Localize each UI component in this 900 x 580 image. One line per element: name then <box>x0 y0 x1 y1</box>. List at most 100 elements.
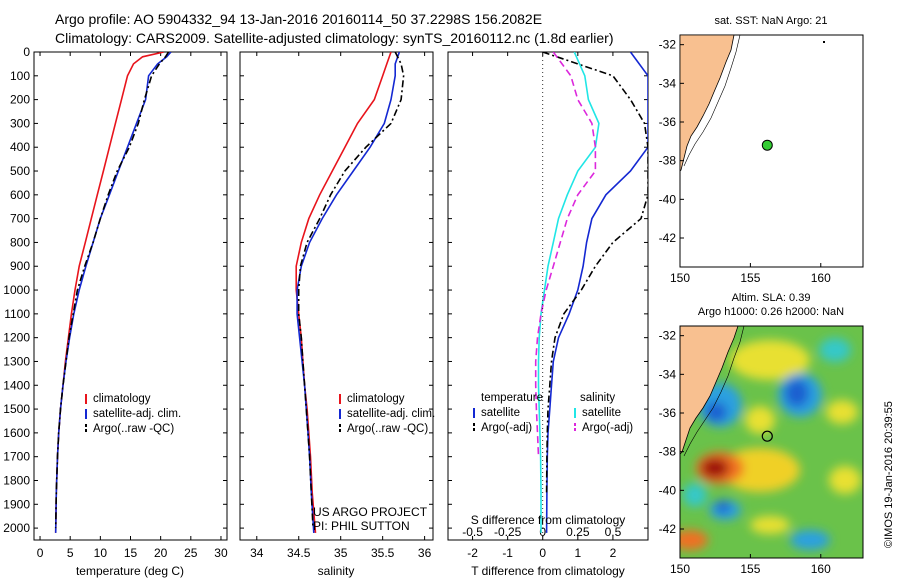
map-y-tick-label: -34 <box>659 367 677 381</box>
sst-map-isobath <box>683 34 741 167</box>
difference-series <box>534 52 648 540</box>
header-line-1: Argo profile: AO 5904332_94 13-Jan-2016 … <box>55 11 542 27</box>
header-line-2: Climatology: CARS2009. Satellite-adjuste… <box>55 30 613 46</box>
x-tick-label: 0 <box>539 546 546 560</box>
temperature-satellite-line <box>54 52 172 533</box>
map-x-tick-label: 150 <box>670 271 690 285</box>
legend-label: satellite <box>582 407 621 419</box>
temperature-climatology-line <box>54 52 164 533</box>
map-y-tick-label: -42 <box>659 231 677 245</box>
legend-label: Argo(..raw -QC) <box>93 423 174 435</box>
depth-tick-label: 700 <box>10 212 30 226</box>
map-x-tick-label: 155 <box>740 562 760 576</box>
difference-panel: -2 -1 0 1 2-0.5 -0.25 0 0.25 0.5 T difference fr… <box>447 51 649 578</box>
x-tick-label: 35 <box>334 546 348 560</box>
sla-map-title-2: Argo h1000: 0.26 h2000: NaN <box>698 306 844 318</box>
x-tick-label: 30 <box>214 546 228 560</box>
sla-map-panel: Altim. SLA: 0.39 Argo h1000: 0.26 h2000:… <box>659 292 864 576</box>
depth-ticks: 0 100 200 300 400 500 600 700 800 900 1000 1100 1200… <box>3 45 227 535</box>
sla-map-ticks: 150 155 160 -32 -34 -36 -38 -40 -42 <box>659 329 831 576</box>
imos-stamp: ©IMOS 19-Jan-2016 20:39:55 <box>883 401 895 548</box>
legend-group-title: temperature <box>481 392 543 404</box>
map-x-tick-label: 150 <box>670 562 690 576</box>
s-diff-satellite-line <box>537 52 600 533</box>
x-tick-label: 2 <box>610 546 617 560</box>
legend-label: Argo(-adj) <box>481 422 532 434</box>
depth-tick-label: 200 <box>10 93 30 107</box>
legend-label: satellite <box>481 407 520 419</box>
depth-tick-label: 1200 <box>3 331 30 345</box>
argo-float-marker-sla <box>761 430 773 442</box>
depth-tick-label: 0 <box>23 45 30 59</box>
legend-label: Argo(..raw -QC) <box>347 423 428 435</box>
depth-tick-label: 1100 <box>4 307 30 321</box>
depth-tick-label: 900 <box>10 259 30 273</box>
depth-tick-label: 1400 <box>3 378 30 392</box>
sst-map-panel: sat. SST: NaN Argo: 21 150 155 160 -32 -34 -3… <box>659 15 864 285</box>
salinity-x-ticks: 34 34.5 35 35.5 36 <box>250 52 432 560</box>
t-diff-argo-line <box>542 52 648 493</box>
s-diff-tick-label: 0.5 <box>605 525 622 539</box>
temperature-axes-frame <box>33 51 228 541</box>
difference-legend: temperature salinity satellite Argo(-adj) sa… <box>473 392 633 434</box>
sst-map-land <box>679 34 735 172</box>
s-difference-x-label: S difference from climatology <box>471 513 626 527</box>
legend-label: Argo(-adj) <box>582 422 633 434</box>
x-tick-label: 15 <box>124 546 138 560</box>
depth-tick-label: 1600 <box>3 426 30 440</box>
difference-x-ticks: -2 -1 0 1 2-0.5 -0.25 0 0.25 0.5 <box>462 52 622 560</box>
argo-float-marker <box>761 139 773 151</box>
x-tick-label: 36 <box>418 546 432 560</box>
legend-label: climatology <box>347 393 405 405</box>
x-tick-label: 0 <box>37 546 44 560</box>
depth-tick-label: 100 <box>10 69 30 83</box>
depth-tick-label: 1300 <box>3 354 30 368</box>
map-y-tick-label: -34 <box>659 76 677 90</box>
salinity-panel: 34 34.5 35 35.5 36 salinity climatology satel… <box>239 51 435 578</box>
sla-heatmap <box>680 326 863 558</box>
x-tick-label: -1 <box>502 546 513 560</box>
depth-tick-label: 1500 <box>3 402 30 416</box>
legend-label: satellite-adj. clim. <box>347 408 435 420</box>
x-tick-label: 34.5 <box>287 546 311 560</box>
depth-tick-label: 300 <box>10 116 30 130</box>
x-tick-label: 34 <box>250 546 264 560</box>
depth-tick-label: 1700 <box>3 450 30 464</box>
map-x-tick-label: 160 <box>811 562 831 576</box>
x-tick-label: 5 <box>67 546 74 560</box>
depth-tick-label: 1800 <box>3 473 30 487</box>
salinity-axes-frame <box>239 51 434 541</box>
legend-label: satellite-adj. clim. <box>93 408 181 420</box>
sst-map-title: sat. SST: NaN Argo: 21 <box>714 15 827 27</box>
map-x-tick-label: 160 <box>811 271 831 285</box>
map-y-tick-label: -40 <box>659 192 677 206</box>
sst-map-speck <box>823 41 825 43</box>
sla-map-frame <box>679 325 864 559</box>
depth-tick-label: 2000 <box>3 521 30 535</box>
depth-tick-label: 400 <box>10 140 30 154</box>
map-y-tick-label: -38 <box>659 154 677 168</box>
depth-tick-label: 600 <box>10 188 30 202</box>
salinity-argo-line <box>297 52 405 529</box>
map-y-tick-label: -36 <box>659 115 677 129</box>
map-y-tick-label: -36 <box>659 406 677 420</box>
map-y-tick-label: -38 <box>659 445 677 459</box>
x-tick-label: -2 <box>467 546 478 560</box>
salinity-x-label: salinity <box>318 564 355 578</box>
s-diff-tick-label: -0.5 <box>462 525 483 539</box>
x-tick-label: 25 <box>184 546 198 560</box>
map-y-tick-label: -42 <box>659 522 677 536</box>
map-x-tick-label: 155 <box>740 271 760 285</box>
salinity-series <box>295 52 405 533</box>
s-diff-tick-label: -0.25 <box>494 525 522 539</box>
s-diff-tick-label: 0.25 <box>566 525 590 539</box>
temperature-legend: climatology satellite-adj. clim. Argo(..ra… <box>85 393 181 435</box>
x-tick-label: 10 <box>94 546 108 560</box>
map-y-tick-label: -32 <box>659 38 677 52</box>
temperature-x-label: temperature (deg C) <box>76 564 184 578</box>
t-difference-x-label: T difference from climatology <box>471 564 625 578</box>
difference-axes-frame <box>447 51 649 541</box>
x-tick-label: 1 <box>574 546 581 560</box>
salinity-depth-ticks <box>240 51 433 529</box>
